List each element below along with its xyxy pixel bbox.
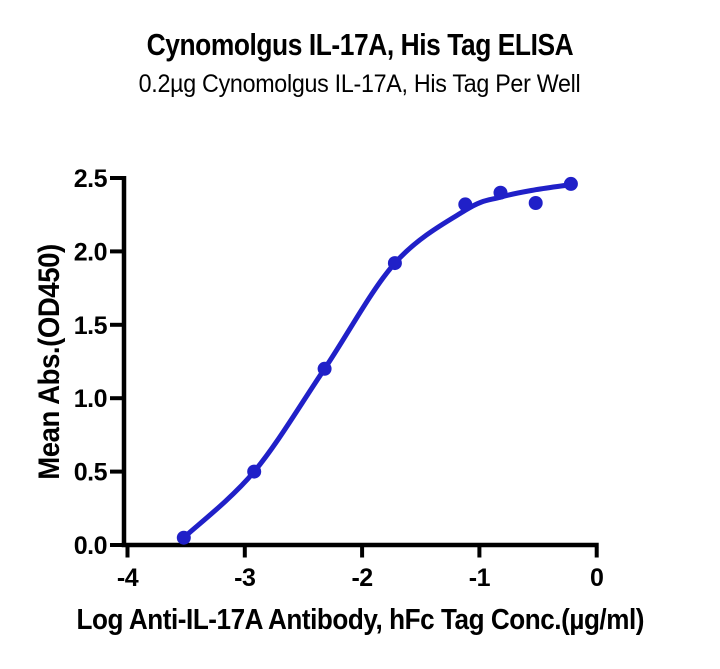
data-point bbox=[493, 185, 508, 200]
x-tick-label: -4 bbox=[117, 564, 139, 592]
chart-title: Cynomolgus IL-17A, His Tag ELISA bbox=[0, 27, 720, 63]
chart-subtitle: 0.2µg Cynomolgus IL-17A, His Tag Per Wel… bbox=[0, 70, 720, 99]
y-tick-label: 1.5 bbox=[74, 312, 108, 340]
x-tick-label: -2 bbox=[351, 564, 372, 592]
data-point bbox=[563, 176, 578, 191]
x-axis-title-text: Log Anti-IL-17A Antibody, hFc Tag Conc.(… bbox=[76, 604, 644, 636]
chart-title-text: Cynomolgus IL-17A, His Tag ELISA bbox=[146, 27, 574, 62]
data-point bbox=[176, 530, 191, 545]
x-tick-label: 0 bbox=[590, 564, 603, 592]
x-axis-title: Log Anti-IL-17A Antibody, hFc Tag Conc.(… bbox=[0, 604, 720, 637]
y-tick-label: 2.5 bbox=[74, 165, 108, 193]
data-point bbox=[528, 196, 543, 210]
x-tick-label: -1 bbox=[469, 564, 491, 592]
data-point bbox=[458, 197, 473, 212]
data-point bbox=[387, 256, 402, 271]
y-tick-label: 0.0 bbox=[74, 532, 107, 560]
chart-subtitle-text: 0.2µg Cynomolgus IL-17A, His Tag Per Wel… bbox=[139, 70, 581, 98]
fit-curve bbox=[181, 182, 574, 541]
y-tick-label: 0.5 bbox=[74, 459, 108, 487]
y-tick-label: 2.0 bbox=[74, 238, 107, 266]
x-tick-label: -3 bbox=[234, 564, 255, 592]
data-point bbox=[317, 361, 332, 376]
data-point bbox=[247, 464, 262, 479]
y-tick-label: 1.0 bbox=[74, 385, 107, 413]
